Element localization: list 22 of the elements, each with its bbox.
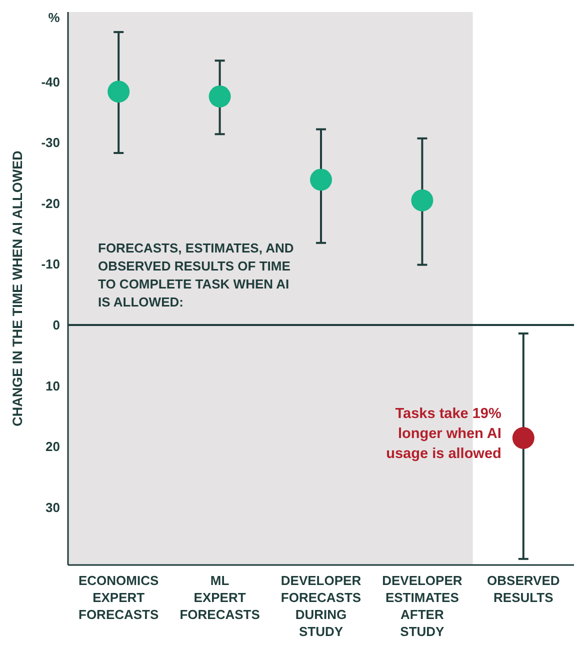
point (208, 85, 231, 108)
x-tick-label: OBSERVED RESULTS (487, 573, 560, 605)
x-tick-label: ML EXPERT FORECASTS (180, 573, 260, 622)
point (411, 189, 434, 212)
y-tick-label: -10 (41, 256, 60, 272)
point (512, 426, 534, 449)
annotation: Tasks take 19% longer when AI usage is allowed (386, 406, 502, 462)
x-tick-label: DEVELOPER ESTIMATES AFTER STUDY (382, 573, 463, 639)
text: % (48, 10, 60, 25)
y-tick-label: -40 (41, 74, 60, 90)
y-axis-title: CHANGE IN THE TIME WHEN AI ALLOWED (10, 150, 25, 426)
x-tick-label: DEVELOPER FORECASTS DURING STUDY (280, 573, 362, 639)
y-tick-label: 20 (46, 439, 60, 454)
point (310, 168, 332, 191)
band-label: FORECASTS, ESTIMATES, AND OBSERVED RESULTS OF TIME TO COMPLETE TASK WHEN AI IS ALLOWED: (98, 240, 294, 310)
point (108, 80, 130, 103)
x-tick-label: ECONOMICS EXPERT FORECASTS (78, 573, 160, 622)
y-tick-label: -30 (41, 135, 60, 150)
y-tick-label: -20 (41, 196, 60, 211)
y-tick-label: 10 (46, 378, 60, 394)
y-tick-label: 30 (46, 500, 60, 515)
y-tick-label: 0 (52, 318, 60, 333)
